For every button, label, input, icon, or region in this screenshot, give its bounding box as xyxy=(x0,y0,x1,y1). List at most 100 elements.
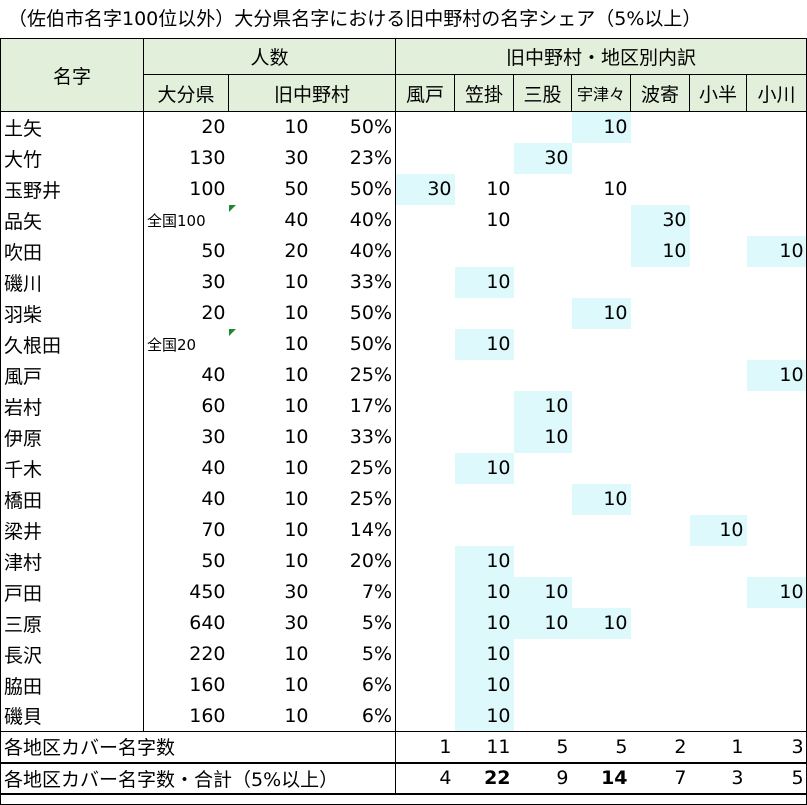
district-count-cell xyxy=(455,143,514,174)
summary-row: 各地区カバー名字数 1 11 5 5 2 1 3 xyxy=(0,731,807,763)
header-district: 小川 xyxy=(746,74,807,112)
district-count-cell xyxy=(514,112,572,143)
district-count-cell xyxy=(514,267,572,298)
nakano-count-cell: 10 xyxy=(284,426,309,448)
surname-cell: 三原 xyxy=(0,607,144,639)
district-count-cell xyxy=(572,391,631,422)
district-count-cell: 10 xyxy=(486,209,511,231)
district-count-cell: 10 xyxy=(454,266,514,298)
district-count-cell xyxy=(747,670,807,701)
district-count-cell xyxy=(514,484,572,515)
table-row: 脇田 160 10 6% 10 xyxy=(0,669,807,701)
district-count-cell xyxy=(631,701,690,732)
header-nakano: 旧中野村 xyxy=(227,74,397,112)
district-count-cell xyxy=(514,639,572,670)
district-count-cell xyxy=(572,329,631,360)
district-count-cell xyxy=(747,112,807,143)
district-count-cell: 10 xyxy=(513,390,572,422)
oita-count-cell: 130 xyxy=(189,147,226,169)
header-district: 風戸 xyxy=(395,74,456,112)
surname-cell: 橋田 xyxy=(0,483,144,515)
district-count-cell xyxy=(631,329,690,360)
district-count-cell xyxy=(631,515,690,546)
surname-cell: 久根田 xyxy=(0,328,144,360)
summary-value-cell: 1 xyxy=(689,731,747,763)
table-row: 三原 640 30 5% 10 10 10 xyxy=(0,607,807,639)
table-row: 大竹 130 30 23% 30 xyxy=(0,142,807,174)
nakano-count-cell: 10 xyxy=(284,364,309,386)
district-count-cell: 10 xyxy=(746,235,807,267)
district-count-cell xyxy=(690,298,747,329)
nakano-count-cell: 40 xyxy=(228,204,312,236)
district-count-cell xyxy=(690,577,747,608)
district-count-cell xyxy=(690,174,747,205)
district-count-cell xyxy=(690,112,747,143)
nakano-count-cell: 10 xyxy=(284,674,309,696)
surname-cell: 大竹 xyxy=(0,142,144,174)
oita-count-cell: 全国100 xyxy=(147,211,206,230)
district-count-cell xyxy=(514,298,572,329)
district-count-cell xyxy=(690,236,747,267)
surname-cell: 岩村 xyxy=(0,390,144,422)
summary-value-cell: 3 xyxy=(746,731,807,763)
district-count-cell xyxy=(572,577,631,608)
oita-count-cell: 40 xyxy=(201,488,226,510)
nakano-count-cell: 10 xyxy=(284,488,309,510)
nakano-count-cell: 30 xyxy=(284,612,309,634)
district-count-cell xyxy=(572,360,631,391)
header-district: 小半 xyxy=(689,74,748,112)
table-row: 伊原 30 10 33% 10 xyxy=(0,421,807,453)
district-count-cell xyxy=(690,205,747,236)
district-count-cell xyxy=(747,143,807,174)
district-count-cell xyxy=(455,112,514,143)
district-count-cell xyxy=(631,608,690,639)
district-count-cell xyxy=(747,546,807,577)
nakano-count-cell: 10 xyxy=(284,519,309,541)
oita-count-cell: 30 xyxy=(201,426,226,448)
summary-value-cell: 9 xyxy=(513,761,572,795)
summary-value-cell: 5 xyxy=(571,731,631,763)
district-count-cell: 10 xyxy=(454,452,514,484)
header-name: 名字 xyxy=(0,38,144,112)
surname-cell: 磯貝 xyxy=(0,700,144,732)
district-count-cell xyxy=(631,174,690,205)
district-count-cell xyxy=(514,174,572,205)
district-count-cell xyxy=(455,391,514,422)
district-count-cell xyxy=(395,638,455,670)
district-count-cell xyxy=(514,329,572,360)
district-count-cell xyxy=(572,546,631,577)
summary-label: 各地区カバー名字数 xyxy=(0,731,397,763)
oita-count-cell: 160 xyxy=(189,704,226,727)
table-row: 吹田 50 20 40% 10 10 xyxy=(0,235,807,267)
share-cell: 14% xyxy=(349,519,393,541)
surname-cell: 伊原 xyxy=(0,421,144,453)
district-count-cell xyxy=(631,391,690,422)
header-district: 波寄 xyxy=(630,74,691,112)
district-count-cell xyxy=(572,422,631,453)
district-count-cell xyxy=(690,143,747,174)
district-count-cell xyxy=(747,422,807,453)
share-cell: 40% xyxy=(349,240,393,262)
district-count-cell: 10 xyxy=(571,483,631,515)
district-count-cell: 10 xyxy=(630,235,690,267)
district-count-cell xyxy=(747,174,807,205)
district-count-cell xyxy=(690,546,747,577)
oita-count-cell: 20 xyxy=(201,302,226,324)
district-count-cell xyxy=(395,235,455,267)
district-count-cell: 10 xyxy=(486,178,511,200)
district-count-cell xyxy=(455,360,514,391)
district-count-cell xyxy=(690,391,747,422)
district-count-cell xyxy=(690,608,747,639)
oita-count-cell: 160 xyxy=(189,674,226,696)
district-count-cell: 10 xyxy=(746,359,807,391)
oita-count-cell: 30 xyxy=(201,271,226,293)
district-count-cell xyxy=(631,267,690,298)
surname-cell: 長沢 xyxy=(0,638,144,670)
surname-cell: 羽柴 xyxy=(0,297,144,329)
district-count-cell xyxy=(690,484,747,515)
district-count-cell xyxy=(455,298,514,329)
district-count-cell xyxy=(395,266,455,298)
table-row: 玉野井 100 50 50% 30 10 10 xyxy=(0,173,807,205)
surname-cell: 品矢 xyxy=(0,204,144,236)
